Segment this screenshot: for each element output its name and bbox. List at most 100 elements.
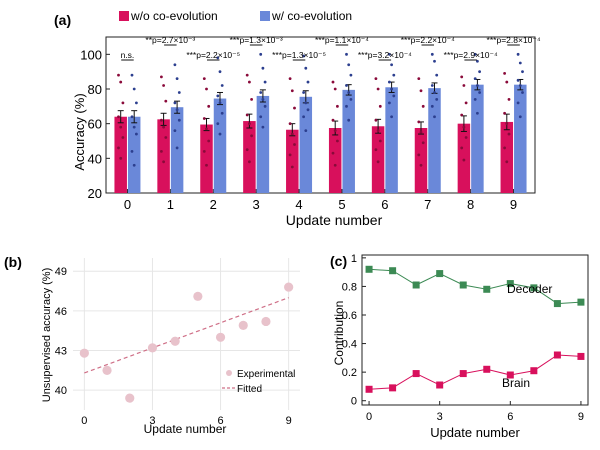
bar-without bbox=[371, 126, 385, 193]
panel-c-xtick-label: 9 bbox=[578, 411, 584, 423]
sample-point-with bbox=[306, 108, 310, 112]
panel-b-scatter-chart: (b) 40 43 46 49 0 3 6 9 Unsupervised accuracy (… bbox=[4, 254, 300, 436]
experimental-point bbox=[193, 291, 203, 301]
sample-point-without bbox=[121, 136, 125, 139]
panel-a-ytick-label: 40 bbox=[88, 151, 102, 166]
sample-point-without bbox=[374, 148, 378, 152]
sample-point-with bbox=[433, 115, 436, 119]
sample-point-without bbox=[507, 132, 511, 136]
sample-point-with bbox=[304, 66, 308, 70]
panel-b-ytick-label: 40 bbox=[55, 385, 67, 397]
panel-a-xtick-label: 1 bbox=[167, 197, 174, 212]
sample-point-with bbox=[349, 98, 353, 101]
bar-without bbox=[500, 121, 514, 193]
bar-without bbox=[414, 128, 428, 193]
panel-c-xtick-label: 3 bbox=[437, 411, 443, 423]
sample-point-without bbox=[117, 73, 120, 77]
sample-point-with bbox=[435, 73, 439, 77]
bar-with bbox=[514, 84, 527, 193]
sample-point-with bbox=[347, 63, 351, 67]
sample-point-without bbox=[460, 113, 464, 117]
legend-swatch-with bbox=[260, 11, 270, 21]
sample-point-with bbox=[218, 101, 222, 105]
sample-point-without bbox=[376, 129, 380, 133]
sample-point-with bbox=[516, 78, 520, 82]
sample-point-without bbox=[336, 139, 339, 143]
sample-point-with bbox=[173, 129, 177, 133]
bar-without bbox=[286, 129, 299, 193]
sample-point-with bbox=[516, 52, 520, 56]
sample-point-without bbox=[503, 72, 506, 75]
panel-a-xtick-label: 9 bbox=[510, 197, 517, 212]
sample-point-with bbox=[302, 91, 305, 94]
experimental-point bbox=[215, 332, 226, 342]
sample-point-without bbox=[378, 139, 382, 143]
sample-point-with bbox=[220, 111, 224, 115]
sample-point-without bbox=[464, 136, 468, 139]
panel-c-ytick-label: 0 bbox=[351, 396, 357, 408]
sample-point-without bbox=[119, 156, 123, 160]
significance-label: ***p=1.1×10⁻⁴ bbox=[315, 35, 369, 45]
sample-point-without bbox=[417, 153, 421, 157]
sample-point-with bbox=[261, 125, 265, 129]
panel-a-ytick-label: 20 bbox=[88, 186, 102, 201]
sample-point-with bbox=[347, 91, 351, 94]
sample-point-without bbox=[460, 75, 464, 79]
sample-point-without bbox=[162, 160, 166, 164]
panel-b-xlabel: Update number bbox=[144, 422, 227, 436]
sample-point-without bbox=[202, 77, 206, 80]
sample-point-with bbox=[175, 108, 179, 112]
brain-point bbox=[436, 381, 444, 389]
sample-point-with bbox=[390, 87, 393, 91]
sample-point-without bbox=[248, 160, 251, 164]
sample-point-with bbox=[476, 84, 479, 87]
sample-point-without bbox=[288, 153, 292, 157]
sample-point-with bbox=[130, 150, 134, 153]
significance-label: ***p=2.8×10⁻⁴ bbox=[487, 35, 541, 45]
bar-with bbox=[471, 84, 484, 193]
sample-point-with bbox=[478, 91, 481, 94]
experimental-point bbox=[238, 320, 248, 331]
panel-c-ytick-label: 0.2 bbox=[342, 367, 357, 379]
sample-point-with bbox=[473, 77, 477, 80]
sample-point-with bbox=[516, 101, 520, 105]
panel-c-xtick-label: 0 bbox=[366, 411, 372, 423]
sample-point-without bbox=[290, 89, 294, 93]
panel-a-xtick-label: 3 bbox=[253, 197, 260, 212]
sample-point-without bbox=[376, 160, 380, 164]
brain-point bbox=[553, 351, 561, 359]
significance-label: ***p=2.2×10⁻⁴ bbox=[401, 35, 455, 45]
bar-with bbox=[299, 96, 313, 193]
sample-point-without bbox=[119, 80, 123, 84]
sample-point-without bbox=[121, 101, 125, 105]
sample-point-with bbox=[259, 115, 263, 119]
sample-point-without bbox=[374, 77, 378, 80]
brain-point bbox=[412, 370, 420, 378]
sample-point-with bbox=[306, 80, 310, 84]
sample-point-with bbox=[175, 77, 179, 80]
sample-point-without bbox=[331, 118, 335, 122]
sample-point-without bbox=[419, 130, 423, 134]
sample-point-without bbox=[160, 118, 163, 122]
panel-c-line-chart: (c) 0 0.2 0.4 0.6 0.8 1 0 3 6 9 Contribution Upda… bbox=[330, 253, 589, 440]
sample-point-with bbox=[388, 80, 391, 84]
panel-b-ytick-label: 49 bbox=[55, 266, 67, 278]
sample-point-with bbox=[302, 54, 305, 58]
sample-point-without bbox=[331, 151, 335, 155]
panel-c-ytick-label: 0.8 bbox=[342, 281, 357, 293]
sample-point-without bbox=[333, 87, 337, 91]
bar-without bbox=[200, 124, 213, 193]
sample-point-without bbox=[202, 117, 206, 120]
brain-point bbox=[577, 352, 585, 360]
sample-point-with bbox=[177, 118, 181, 122]
panel-a-xtick-label: 5 bbox=[338, 197, 345, 212]
sample-point-with bbox=[392, 94, 396, 98]
sample-point-without bbox=[331, 80, 335, 84]
significance-label: ***p=3.2×10⁻⁴ bbox=[358, 50, 412, 60]
sample-point-with bbox=[304, 129, 308, 133]
sample-point-without bbox=[419, 163, 423, 167]
sample-point-with bbox=[261, 66, 265, 70]
significance-label: n.s. bbox=[121, 50, 135, 60]
sample-point-without bbox=[205, 87, 208, 91]
